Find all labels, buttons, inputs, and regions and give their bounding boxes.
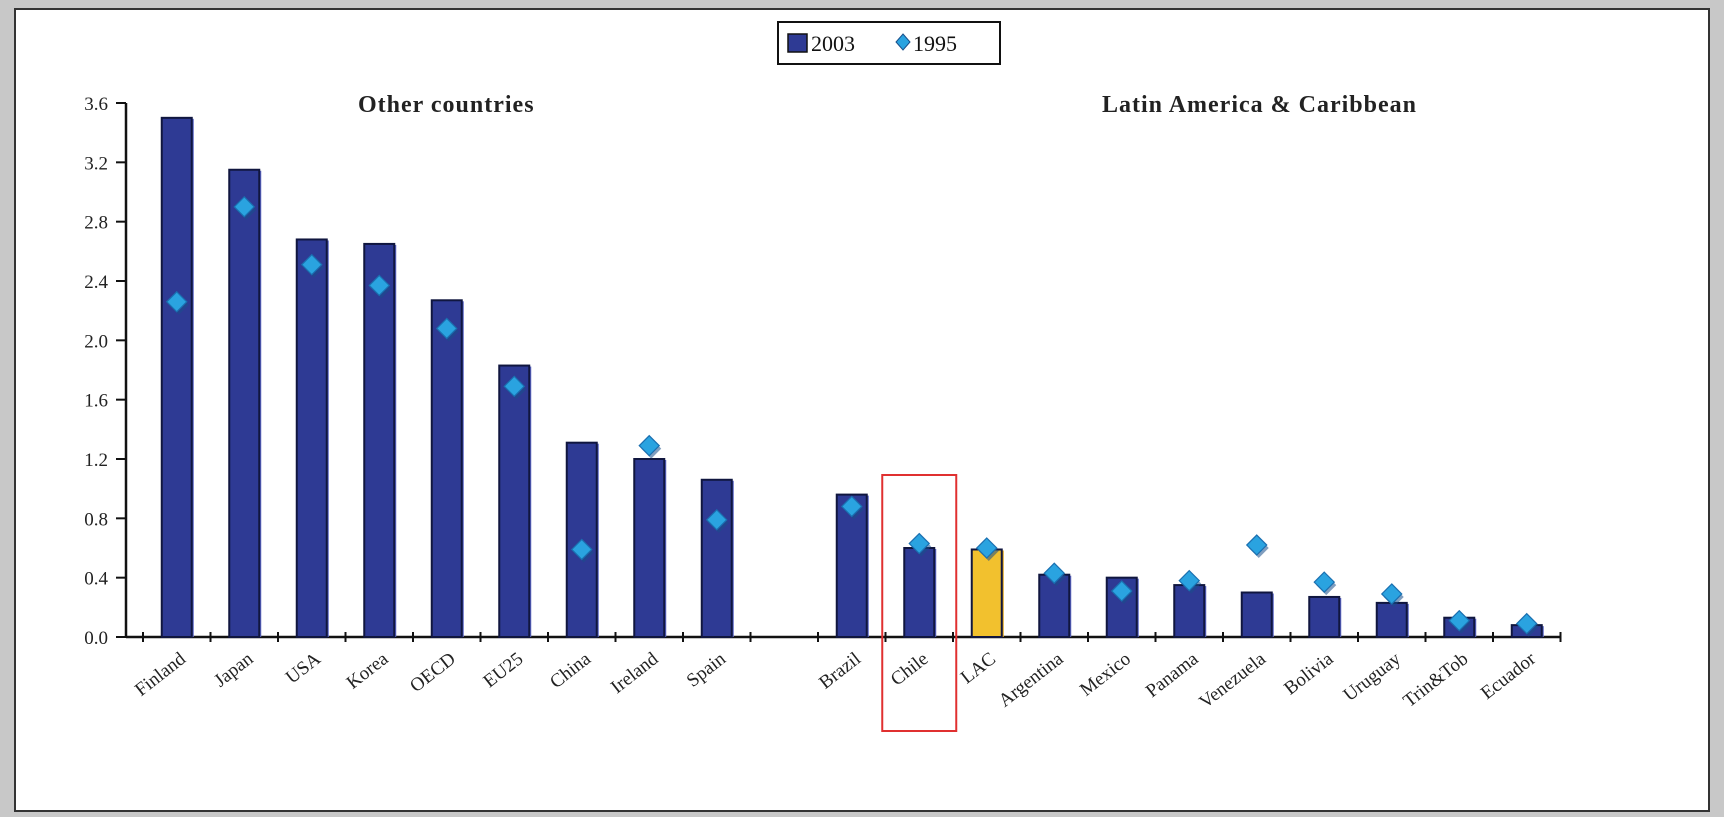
marker-1995-eu25 <box>503 375 526 398</box>
bar-chart: 2003 1995 Other countries Latin America … <box>84 21 1562 732</box>
group-title-other-countries: Other countries <box>358 92 535 118</box>
bars-2003 <box>160 116 1544 639</box>
bar-2003-korea <box>363 242 396 639</box>
x-tick-label-argentina: Argentina <box>995 648 1068 711</box>
legend-label-1995: 1995 <box>913 31 957 56</box>
bar-2003-finland <box>160 116 193 639</box>
x-tick-label-brazil: Brazil <box>815 648 865 693</box>
y-tick-label: 2.4 <box>84 272 108 293</box>
bar-2003-spain <box>700 478 733 638</box>
x-tick-label-ecuador: Ecuador <box>1477 648 1540 704</box>
legend-label-2003: 2003 <box>811 31 855 56</box>
marker-1995-panama <box>1178 569 1201 592</box>
bar-2003-oecd <box>430 299 463 638</box>
marker-1995-china <box>570 538 593 561</box>
x-tick-label-oecd: OECD <box>406 648 460 696</box>
x-tick-label-china: China <box>546 648 595 693</box>
x-tick-label-mexico: Mexico <box>1076 648 1135 700</box>
legend: 2003 1995 <box>777 21 1001 65</box>
marker-1995-chile <box>908 532 931 555</box>
legend-box <box>777 21 1001 65</box>
marker-1995-finland <box>165 290 188 313</box>
marker-1995-usa <box>300 253 323 276</box>
bar-2003-japan <box>228 168 261 638</box>
marker-1995-trin-tob <box>1448 609 1471 632</box>
x-tick-label-ireland: Ireland <box>607 648 663 698</box>
x-tick-label-spain: Spain <box>683 648 730 692</box>
marker-1995-venezuela <box>1245 534 1268 556</box>
x-tick-label-panama: Panama <box>1142 648 1203 702</box>
y-tick-label: 2.8 <box>84 213 108 234</box>
category-labels: Finland Japan USA Korea OECD EU25 China Ireland… <box>131 648 1540 713</box>
bar-2003-ireland <box>633 458 666 638</box>
marker-1995-bolivia <box>1313 571 1336 593</box>
x-tick-label-lac: LAC <box>957 648 1000 688</box>
bar-2003-brazil <box>835 493 868 638</box>
x-tick-label-chile: Chile <box>887 648 932 690</box>
highlight-box-chile <box>881 474 958 732</box>
bar-2003-venezuela <box>1240 591 1273 638</box>
marker-1995-lac <box>975 537 998 559</box>
bar-2003-eu25 <box>498 364 531 638</box>
y-tick-label: 3.2 <box>84 153 108 174</box>
bar-2003-argentina <box>1038 573 1071 639</box>
y-tick-label: 0.4 <box>84 569 108 590</box>
legend-diamond-swatch <box>895 33 911 51</box>
marker-1995-ecuador <box>1515 612 1538 635</box>
bar-2003-panama <box>1173 584 1206 638</box>
y-tick-label: 0.8 <box>84 509 108 530</box>
marker-1995-japan <box>233 195 256 218</box>
x-tick-label-usa: USA <box>282 648 325 688</box>
bar-2003-chile <box>903 547 936 638</box>
x-tick-label-finland: Finland <box>131 648 190 701</box>
marker-1995-ireland <box>638 434 661 457</box>
x-tick-label-venezuela: Venezuela <box>1195 648 1270 713</box>
x-tick-label-uruguay: Uruguay <box>1340 648 1406 706</box>
y-tick-label: 3.6 <box>84 94 108 115</box>
marker-1995-mexico <box>1110 580 1133 602</box>
bar-2003-bolivia <box>1308 595 1341 639</box>
marker-1995-brazil <box>840 495 863 518</box>
bar-2003-mexico <box>1105 576 1138 639</box>
group-title-latin-america: Latin America & Caribbean <box>1102 92 1417 118</box>
bar-2003-usa <box>295 238 328 638</box>
y-tick-label: 0.0 <box>84 628 108 649</box>
y-tick-label: 2.0 <box>84 331 108 352</box>
y-tick-label: 1.6 <box>84 391 108 412</box>
marker-1995-spain <box>705 508 728 531</box>
y-axis: 0.0 0.4 0.8 1.2 1.6 2.0 2.4 2.8 3.2 3.6 <box>84 94 128 649</box>
legend-bar-swatch <box>787 33 808 53</box>
x-tick-label-korea: Korea <box>343 648 393 693</box>
bar-2003-uruguay <box>1375 601 1408 639</box>
marker-1995-uruguay <box>1380 583 1403 605</box>
x-tick-label-trin-tob: Trin&Tob <box>1399 648 1472 711</box>
x-tick-label-japan: Japan <box>210 648 257 691</box>
marker-1995-argentina <box>1043 562 1066 585</box>
annotation-overlay <box>881 474 958 732</box>
markers-1995 <box>165 195 1539 637</box>
marker-1995-korea <box>368 274 391 297</box>
x-tick-label-eu25: EU25 <box>479 648 527 692</box>
bar-2003-lac <box>970 548 1003 639</box>
marker-1995-oecd <box>435 317 458 340</box>
x-tick-label-bolivia: Bolivia <box>1280 648 1337 699</box>
y-tick-label: 1.2 <box>84 450 108 471</box>
chart-frame: 2003 1995 Other countries Latin America … <box>14 8 1710 812</box>
